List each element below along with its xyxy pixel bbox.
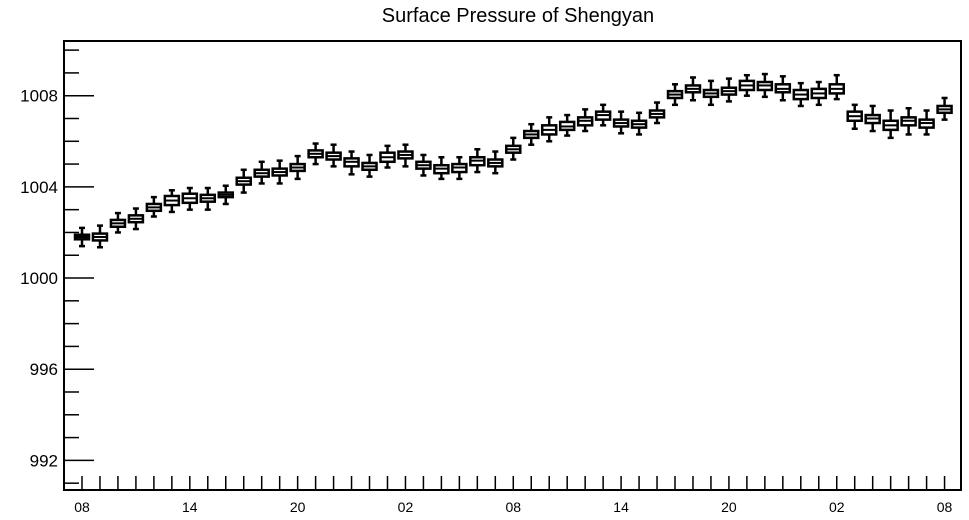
box-1 (91, 224, 109, 249)
box-11 (271, 159, 288, 185)
box-0 (73, 226, 91, 248)
box-2 (109, 211, 127, 234)
box-27 (558, 113, 576, 137)
box-42 (828, 73, 845, 101)
y-tick-label: 992 (30, 451, 58, 470)
box-23 (487, 150, 504, 175)
box-36 (720, 77, 738, 103)
box-12 (289, 154, 306, 181)
box-43 (846, 103, 863, 130)
box-41 (810, 80, 828, 107)
box-6 (181, 186, 199, 211)
box-38 (756, 72, 774, 99)
x-tick-label: 14 (182, 499, 198, 515)
box-24 (505, 136, 522, 161)
y-tick-label: 1004 (20, 178, 58, 197)
chart-title: Surface Pressure of Shengyan (382, 5, 654, 27)
plot-frame (63, 40, 962, 491)
box-26 (540, 116, 558, 143)
box-series (73, 72, 953, 249)
box-9 (235, 168, 252, 194)
box-29 (594, 103, 612, 127)
y-axis: 992 996 1000 1004 1008 (20, 49, 94, 484)
box-3 (127, 207, 145, 231)
box-31 (630, 111, 648, 136)
box-39 (774, 75, 792, 102)
x-tick-label: 20 (290, 499, 306, 515)
box-16 (361, 153, 378, 178)
box-35 (702, 79, 720, 107)
box-34 (684, 76, 702, 102)
box-46 (900, 106, 917, 136)
box-13 (307, 142, 324, 166)
box-32 (648, 101, 666, 125)
box-10 (253, 160, 270, 185)
box-21 (451, 155, 468, 181)
x-tick-label: 08 (505, 499, 521, 515)
x-tick-label: 20 (721, 499, 737, 515)
box-33 (666, 83, 684, 107)
x-axis: 08 14 20 02 08 14 20 02 08 (74, 476, 953, 515)
box-8 (217, 184, 235, 206)
box-22 (469, 148, 486, 174)
box-37 (738, 73, 756, 97)
box-28 (576, 108, 594, 133)
box-45 (882, 109, 899, 140)
x-tick-label: 14 (613, 499, 629, 515)
box-15 (343, 150, 360, 176)
box-47 (918, 109, 935, 136)
x-tick-label: 02 (829, 499, 845, 515)
box-19 (415, 153, 432, 177)
x-tick-label: 02 (398, 499, 414, 515)
box-4 (145, 195, 163, 218)
box-18 (397, 143, 414, 168)
box-7 (199, 186, 217, 211)
box-25 (523, 122, 540, 146)
x-tick-label: 08 (937, 499, 953, 515)
box-48 (936, 96, 953, 121)
y-tick-label: 996 (30, 360, 58, 379)
box-5 (163, 189, 181, 214)
x-tick-label: 08 (74, 499, 90, 515)
box-30 (612, 110, 630, 135)
y-tick-label: 1008 (20, 87, 58, 106)
box-40 (792, 81, 810, 108)
box-17 (379, 144, 396, 169)
y-tick-label: 1000 (20, 269, 58, 288)
box-14 (325, 143, 342, 168)
box-20 (433, 155, 450, 181)
box-44 (864, 104, 881, 133)
